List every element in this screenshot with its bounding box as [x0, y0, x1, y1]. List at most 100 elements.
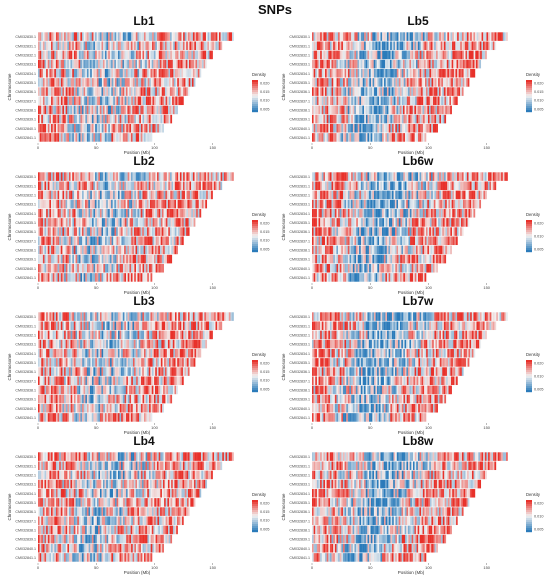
- heatmap-cell: [151, 181, 154, 191]
- heatmap-cell: [171, 50, 174, 60]
- heatmap-cell: [346, 263, 349, 273]
- heatmap-cell: [116, 87, 118, 96]
- heatmap-cell: [119, 78, 122, 87]
- heatmap-cell: [119, 41, 122, 51]
- heatmap-cell: [198, 190, 200, 200]
- heatmap-row: [312, 32, 508, 41]
- heatmap-cell: [143, 133, 146, 142]
- heatmap-cell: [46, 96, 48, 106]
- heatmap-cell: [328, 190, 331, 200]
- heatmap-cell: [139, 190, 142, 200]
- heatmap-cell: [124, 218, 127, 227]
- heatmap-cell: [127, 96, 130, 106]
- heatmap-cell: [201, 32, 203, 41]
- heatmap-cell: [194, 50, 197, 60]
- heatmap-cell: [382, 263, 385, 273]
- heatmap-cell: [160, 312, 163, 321]
- heatmap-cell: [432, 114, 435, 124]
- heatmap-cell: [123, 218, 125, 227]
- heatmap-cell: [189, 59, 191, 69]
- heatmap-cell: [359, 96, 362, 106]
- heatmap-cell: [331, 68, 334, 78]
- heatmap-cell: [356, 273, 358, 282]
- heatmap-cell: [143, 312, 146, 321]
- heatmap-cell: [83, 123, 86, 133]
- heatmap-cell: [409, 199, 412, 209]
- heatmap-cell: [126, 172, 128, 181]
- heatmap-cell: [59, 50, 62, 60]
- heatmap-cell: [395, 254, 398, 264]
- heatmap-cell: [60, 208, 63, 218]
- heatmap-cell: [413, 50, 416, 60]
- heatmap-cell: [364, 96, 367, 106]
- heatmap-cell: [465, 172, 468, 181]
- heatmap-cell: [143, 87, 146, 96]
- heatmap-cell: [329, 181, 332, 191]
- heatmap-cell: [321, 245, 324, 255]
- heatmap-cell: [331, 208, 334, 218]
- heatmap-cell: [476, 199, 478, 209]
- heatmap-cell: [98, 218, 101, 227]
- heatmap-cell: [165, 114, 168, 124]
- heatmap-cell: [318, 50, 321, 60]
- heatmap-cell: [113, 50, 115, 60]
- heatmap-cell: [68, 312, 71, 321]
- heatmap-cell: [328, 218, 331, 227]
- heatmap-cell: [101, 87, 104, 96]
- heatmap-cell: [396, 199, 399, 209]
- heatmap-cell: [72, 68, 75, 78]
- heatmap-cell: [129, 236, 132, 246]
- heatmap-cell: [157, 32, 159, 41]
- heatmap-cell: [385, 68, 388, 78]
- heatmap-cell: [375, 190, 378, 200]
- heatmap-cell: [398, 181, 401, 191]
- heatmap-cell: [369, 236, 372, 246]
- heatmap-cell: [373, 32, 376, 41]
- heatmap-cell: [380, 263, 383, 273]
- heatmap-cell: [202, 59, 204, 69]
- heatmap-cell: [186, 172, 189, 181]
- heatmap-cell: [124, 321, 127, 331]
- heatmap-cell: [85, 59, 87, 69]
- heatmap-cell: [123, 78, 125, 87]
- heatmap-cell: [42, 96, 45, 106]
- heatmap-cell: [184, 59, 186, 69]
- legend-swatch: [526, 238, 532, 241]
- heatmap-cell: [164, 78, 166, 87]
- heatmap-cell: [334, 114, 337, 124]
- heatmap-cell: [409, 50, 412, 60]
- heatmap-cell: [403, 68, 406, 78]
- heatmap-cell: [209, 312, 211, 321]
- heatmap-cell: [313, 263, 316, 273]
- heatmap-cell: [445, 59, 447, 69]
- heatmap-cell: [417, 41, 420, 51]
- heatmap-cell: [421, 236, 424, 246]
- heatmap-cell: [463, 172, 466, 181]
- heatmap-cell: [333, 105, 335, 115]
- heatmap-cell: [178, 41, 180, 51]
- heatmap-cell: [116, 172, 119, 181]
- heatmap-cell: [380, 190, 383, 200]
- heatmap-cell: [118, 114, 120, 124]
- heatmap-cell: [378, 32, 381, 41]
- heatmap-cell: [329, 263, 332, 273]
- heatmap-cell: [137, 32, 140, 41]
- heatmap-cell: [380, 133, 383, 142]
- heatmap-cell: [392, 190, 394, 200]
- heatmap-cell: [331, 78, 334, 87]
- heatmap-cell: [316, 114, 319, 124]
- heatmap-cell: [413, 254, 416, 264]
- heatmap-cell: [388, 41, 391, 51]
- heatmap-cell: [387, 68, 389, 78]
- heatmap-cell: [96, 32, 99, 41]
- row-label: CM032838.1: [289, 108, 310, 112]
- heatmap-cell: [338, 190, 340, 200]
- heatmap-cell: [150, 273, 153, 282]
- heatmap-cell: [80, 41, 83, 51]
- heatmap-cell: [137, 236, 140, 246]
- heatmap-cell: [435, 59, 438, 69]
- heatmap-cell: [474, 41, 477, 51]
- heatmap-cell: [59, 68, 61, 78]
- heatmap-cell: [338, 236, 340, 246]
- heatmap-cell: [38, 96, 40, 106]
